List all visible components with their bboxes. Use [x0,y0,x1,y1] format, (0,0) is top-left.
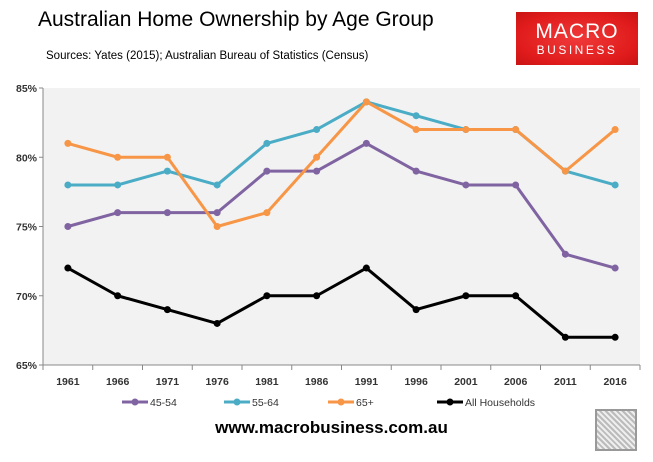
data-point [313,167,321,175]
x-tick-label: 2011 [554,376,577,388]
data-point [64,223,72,230]
data-point [313,153,321,161]
chart-title: Australian Home Ownership by Age Group [38,8,434,31]
data-point [163,167,171,175]
legend-label: 65+ [356,397,374,409]
data-point [362,98,370,106]
series-45-54 [64,139,619,272]
data-point [213,181,221,189]
data-point [412,306,420,314]
data-point [114,181,122,189]
data-point [561,333,569,341]
y-tick-label: 80% [16,152,38,164]
data-point [163,153,171,161]
series-line [67,100,617,228]
data-point [412,112,420,120]
data-point [561,250,569,258]
x-tick-label: 1961 [56,376,80,388]
legend-swatch-marker [131,398,139,406]
data-point [313,292,321,300]
x-tick-label: 2001 [454,376,478,388]
legend-item: 45-54 [122,397,177,409]
data-point [114,292,122,300]
legend-label: All Households [465,397,535,409]
legend-swatch-marker [337,398,345,406]
series-line [67,266,616,339]
legend-swatch-marker [233,398,241,406]
x-tick-label: 2016 [603,376,627,388]
data-point [512,181,520,189]
data-point [263,167,271,175]
x-tick-label: 1976 [205,376,229,388]
data-point [114,209,122,217]
data-point [163,209,171,217]
series-all-households [64,264,619,341]
data-point [611,126,619,134]
series-65- [64,98,619,230]
legend-item: 55-64 [224,397,279,409]
data-point [362,264,370,272]
data-point [263,139,271,147]
legend-label: 55-64 [252,397,279,409]
data-point [163,306,171,314]
data-point [213,319,221,327]
x-tick-label: 1986 [305,376,329,388]
data-point [611,333,619,341]
logo-line1: MACRO [535,20,619,43]
data-point [64,139,72,147]
data-point [114,153,122,161]
x-tick-label: 1966 [106,376,130,388]
website-url: www.macrobusiness.com.au [215,418,448,437]
data-point [64,264,72,272]
data-point [512,292,520,300]
data-point [313,126,321,134]
data-point [462,292,470,300]
data-point [462,181,470,189]
data-point [462,126,470,134]
series-line [67,141,616,270]
x-tick-label: 1991 [355,376,379,388]
legend-swatch-marker [446,398,454,406]
y-tick-label: 65% [16,360,38,372]
macrobusiness-logo: MACRO BUSINESS [516,12,638,65]
x-tick-label: 1996 [404,376,428,388]
data-point [263,292,271,300]
chart-subtitle: Sources: Yates (2015); Australian Bureau… [46,50,369,62]
y-tick-label: 75% [16,222,38,234]
data-point [611,181,619,189]
data-point [412,167,420,175]
data-point [263,209,271,217]
data-point [362,139,370,147]
x-tick-label: 1981 [255,376,279,388]
plot-area [43,88,640,365]
x-tick-label: 2006 [504,376,528,388]
data-point [611,264,619,272]
logo-line2: BUSINESS [536,43,618,57]
x-tick-label: 1971 [156,376,180,388]
data-point [512,126,520,134]
legend-label: 45-54 [150,397,177,409]
data-point [64,181,72,189]
data-point [412,126,420,134]
y-tick-label: 85% [16,83,38,95]
y-tick-label: 70% [16,291,38,303]
legend-item: All Households [437,397,535,409]
wolf-icon [595,409,637,451]
data-point [561,167,569,175]
data-point [213,223,221,230]
legend-item: 65+ [328,397,374,409]
data-point [213,209,221,217]
